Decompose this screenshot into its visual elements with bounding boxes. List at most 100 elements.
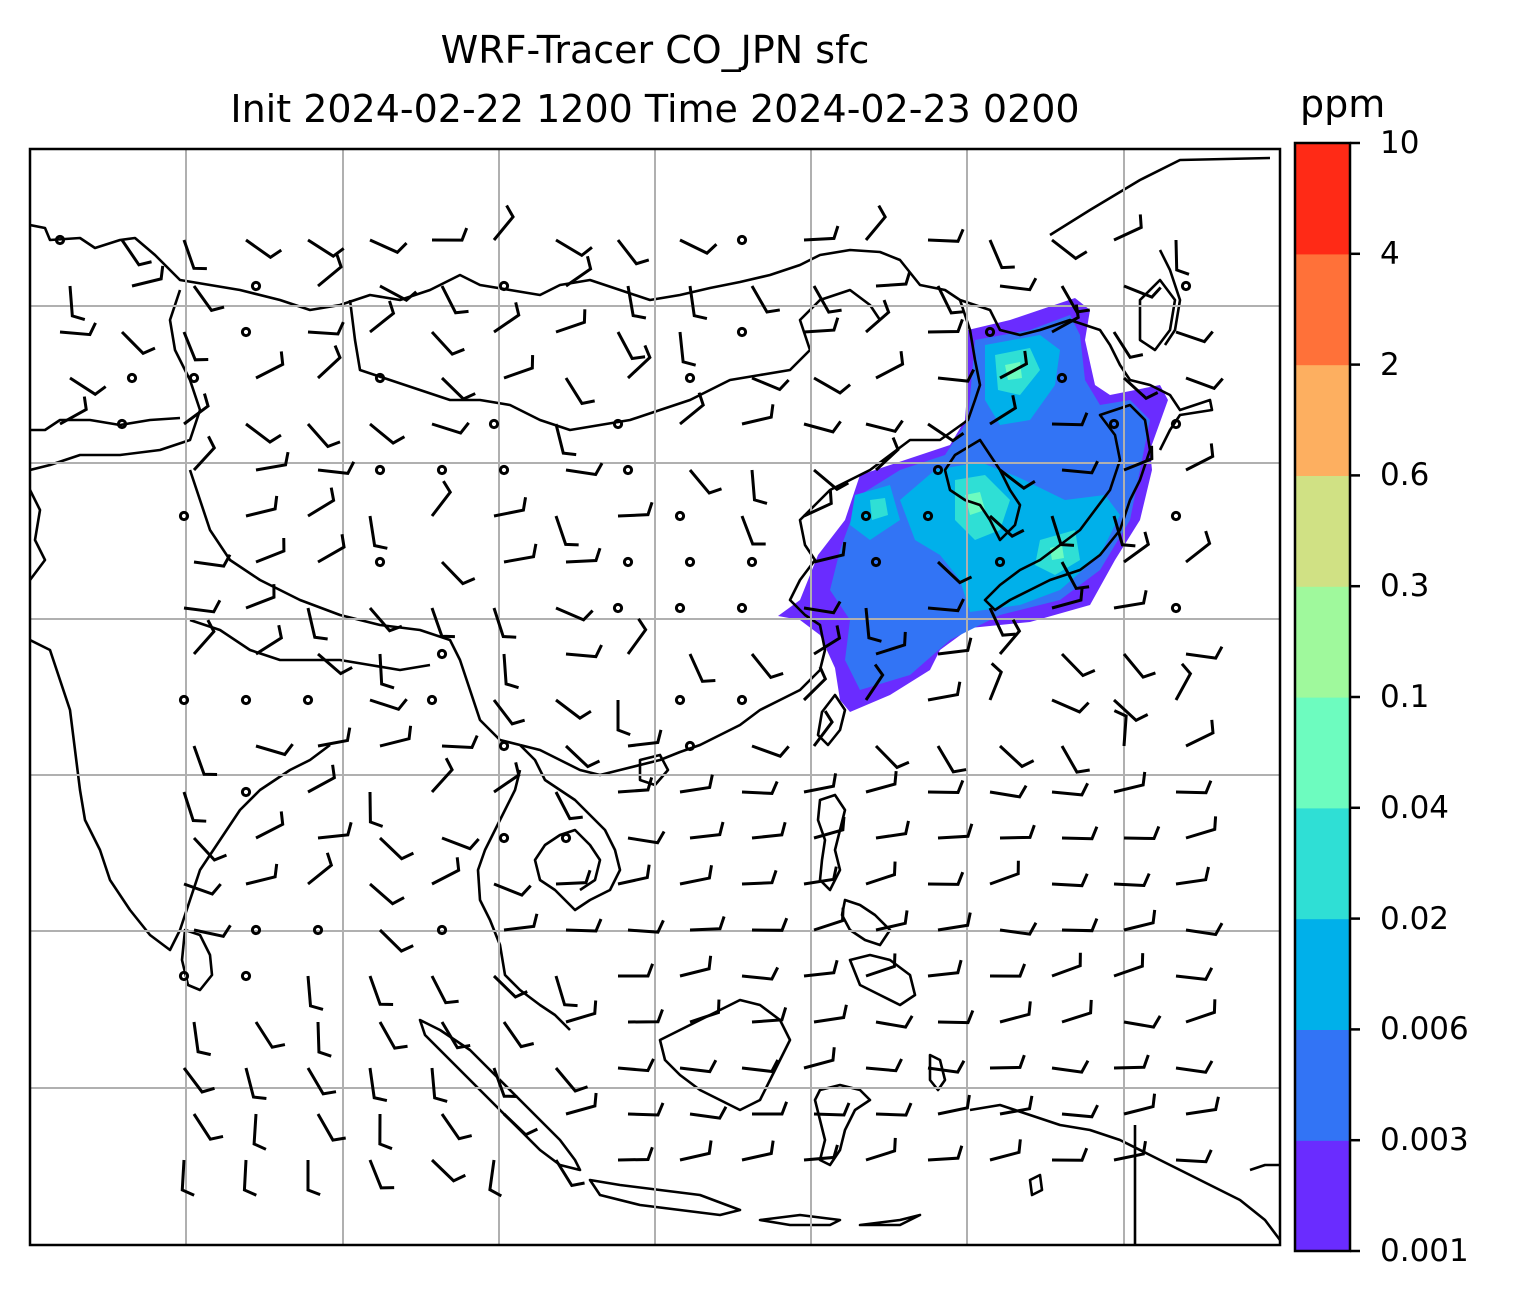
wind-barb bbox=[813, 625, 842, 656]
wind-barb bbox=[626, 618, 648, 655]
wind-barb bbox=[192, 285, 225, 313]
wind-barb bbox=[1175, 967, 1214, 981]
wind-calm-marker bbox=[178, 694, 190, 706]
wind-barb bbox=[627, 1009, 664, 1024]
wind-barb bbox=[1061, 999, 1093, 1024]
wind-barb bbox=[192, 435, 217, 472]
wind-barb bbox=[1061, 460, 1099, 475]
wind-barb bbox=[864, 204, 887, 241]
wind-barb bbox=[1185, 530, 1212, 564]
wind-barb bbox=[927, 228, 965, 243]
wind-barb bbox=[988, 239, 1015, 270]
wind-barb bbox=[812, 710, 834, 747]
wind-barb bbox=[493, 762, 521, 794]
wind-calm-marker bbox=[674, 602, 686, 614]
wind-barb bbox=[689, 821, 725, 840]
wind-barb bbox=[803, 225, 840, 242]
wind-barb bbox=[317, 652, 353, 676]
wind-barb bbox=[617, 864, 651, 886]
wind-barb bbox=[865, 1137, 897, 1162]
wind-barb bbox=[493, 302, 521, 334]
wind-barb bbox=[255, 811, 285, 840]
wind-barb bbox=[1175, 780, 1213, 795]
wind-barb bbox=[183, 599, 222, 614]
wind-barb bbox=[1051, 412, 1089, 427]
wind-barb bbox=[441, 836, 480, 851]
wind-calm-marker bbox=[684, 556, 696, 568]
wind-barb bbox=[565, 644, 603, 659]
wind-barb bbox=[131, 265, 165, 288]
wind-barb bbox=[999, 824, 1036, 840]
wind-barb bbox=[927, 871, 965, 886]
wind-calm-marker bbox=[684, 740, 696, 752]
wind-calm-marker bbox=[746, 556, 758, 568]
wind-barb bbox=[307, 487, 336, 518]
wind-barb bbox=[1123, 1015, 1162, 1029]
wind-barb bbox=[750, 285, 781, 314]
wind-barb bbox=[688, 653, 716, 683]
wind-barb bbox=[626, 285, 647, 320]
wind-barb bbox=[989, 1054, 1026, 1070]
wind-calm-marker bbox=[498, 832, 510, 844]
wind-barb bbox=[679, 1059, 718, 1074]
wind-barb bbox=[1122, 653, 1156, 679]
wind-barb bbox=[244, 1067, 267, 1100]
wind-calm-marker bbox=[870, 556, 882, 568]
wind-barb bbox=[751, 376, 790, 392]
wind-barb bbox=[679, 955, 713, 978]
wind-barb bbox=[369, 300, 396, 334]
wind-calm-marker bbox=[860, 510, 872, 522]
wind-barb bbox=[626, 344, 652, 380]
colorbar-tick-label: 0.001 bbox=[1380, 1233, 1469, 1269]
wind-barb bbox=[989, 784, 1028, 799]
wind-barb bbox=[245, 495, 279, 518]
wind-barb bbox=[369, 698, 408, 712]
wind-calm-marker bbox=[1056, 372, 1068, 384]
wind-barb bbox=[875, 351, 905, 380]
wind-barb bbox=[751, 917, 789, 932]
wind-barb bbox=[1113, 771, 1147, 794]
wind-barb bbox=[989, 963, 1027, 978]
wind-barb bbox=[688, 285, 708, 321]
wind-barb bbox=[751, 1101, 789, 1116]
wind-barb bbox=[1050, 515, 1075, 547]
wind-barb bbox=[368, 1159, 395, 1190]
wind-barb bbox=[554, 1159, 585, 1188]
colorbar-unit-label: ppm bbox=[1300, 82, 1386, 126]
wind-barb bbox=[368, 791, 384, 828]
wind-barb bbox=[864, 607, 882, 643]
wind-calm-marker bbox=[674, 510, 686, 522]
wind-barb bbox=[493, 497, 528, 518]
map-panel bbox=[30, 149, 1280, 1245]
wind-barb bbox=[492, 607, 517, 639]
wind-barb bbox=[1175, 1149, 1213, 1164]
wind-barb bbox=[1112, 515, 1136, 548]
wind-barb bbox=[254, 1021, 286, 1049]
wind-barb bbox=[750, 469, 768, 505]
wind-barb bbox=[999, 277, 1038, 292]
colorbar-tick-label: 2 bbox=[1380, 346, 1400, 383]
wind-barb bbox=[813, 1004, 848, 1024]
wind-barb bbox=[565, 918, 603, 933]
wind-barb bbox=[813, 541, 847, 564]
wind-barb bbox=[679, 238, 718, 255]
wind-barb bbox=[616, 239, 650, 266]
wind-barb bbox=[503, 543, 538, 564]
wind-barb bbox=[803, 959, 839, 978]
wind-barb bbox=[627, 729, 663, 748]
wind-calm-marker bbox=[126, 372, 138, 384]
wind-barb bbox=[865, 1058, 903, 1073]
wind-barb bbox=[564, 377, 595, 406]
wind-barb bbox=[192, 745, 218, 777]
wind-barb bbox=[255, 351, 285, 380]
wind-barb bbox=[378, 928, 414, 953]
wind-barb bbox=[120, 239, 152, 267]
wind-barb bbox=[503, 913, 539, 932]
wind-barb bbox=[440, 1021, 471, 1050]
wind-barb bbox=[317, 727, 352, 748]
wind-barb bbox=[989, 860, 1020, 886]
wind-barb bbox=[751, 821, 787, 840]
wind-barb bbox=[554, 975, 578, 1008]
wind-barb bbox=[1113, 590, 1148, 610]
